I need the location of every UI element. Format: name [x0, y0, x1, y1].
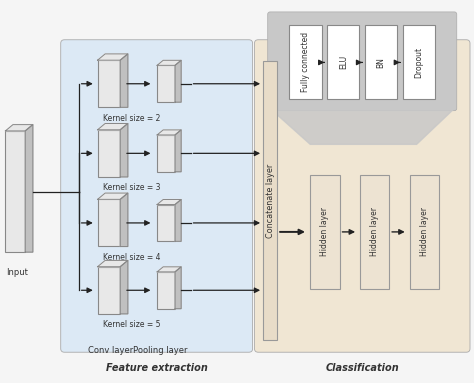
FancyBboxPatch shape — [61, 40, 253, 352]
Polygon shape — [120, 193, 128, 247]
Bar — [98, 130, 120, 177]
Polygon shape — [120, 260, 128, 314]
Polygon shape — [157, 130, 181, 135]
Bar — [263, 61, 277, 340]
Text: Kernel size = 4: Kernel size = 4 — [103, 253, 161, 262]
Text: Input: Input — [6, 268, 28, 277]
Polygon shape — [175, 267, 181, 309]
Polygon shape — [98, 123, 128, 130]
Text: Feature extraction: Feature extraction — [106, 363, 208, 373]
FancyBboxPatch shape — [255, 40, 470, 352]
Text: Pooling layer: Pooling layer — [133, 346, 188, 355]
Bar — [410, 175, 439, 289]
Text: ELU: ELU — [339, 56, 348, 69]
Polygon shape — [98, 54, 128, 60]
Text: Hidden layer: Hidden layer — [320, 208, 329, 256]
Bar — [327, 25, 359, 100]
Polygon shape — [270, 108, 455, 144]
Polygon shape — [175, 60, 181, 102]
Polygon shape — [25, 124, 33, 252]
Bar — [360, 175, 389, 289]
Bar — [157, 135, 175, 172]
Bar — [98, 267, 120, 314]
Text: Classification: Classification — [325, 363, 399, 373]
Polygon shape — [98, 260, 128, 267]
Polygon shape — [175, 200, 181, 241]
Bar — [5, 131, 25, 252]
Bar — [310, 175, 339, 289]
Text: Dropout: Dropout — [414, 47, 423, 78]
Bar — [98, 200, 120, 247]
Polygon shape — [157, 267, 181, 272]
Bar — [157, 205, 175, 241]
Bar — [290, 25, 321, 100]
Text: Kernel size = 3: Kernel size = 3 — [103, 183, 161, 192]
Polygon shape — [175, 130, 181, 172]
FancyBboxPatch shape — [268, 12, 457, 111]
Text: Fully connected: Fully connected — [301, 32, 310, 92]
Bar — [403, 25, 435, 100]
Bar — [365, 25, 397, 100]
Polygon shape — [98, 193, 128, 200]
Polygon shape — [157, 200, 181, 205]
Bar — [157, 272, 175, 309]
Text: Concatenate layer: Concatenate layer — [265, 164, 274, 237]
Polygon shape — [157, 60, 181, 65]
Polygon shape — [120, 54, 128, 107]
Text: Kernel size = 2: Kernel size = 2 — [103, 114, 161, 123]
Text: Kernel size = 5: Kernel size = 5 — [103, 320, 161, 329]
Polygon shape — [5, 124, 33, 131]
Text: BN: BN — [377, 57, 386, 68]
Polygon shape — [120, 123, 128, 177]
Text: Conv layer: Conv layer — [88, 346, 133, 355]
Bar — [157, 65, 175, 102]
Text: Hidden layer: Hidden layer — [419, 208, 428, 256]
Bar — [98, 60, 120, 107]
Text: Hidden layer: Hidden layer — [370, 208, 379, 256]
